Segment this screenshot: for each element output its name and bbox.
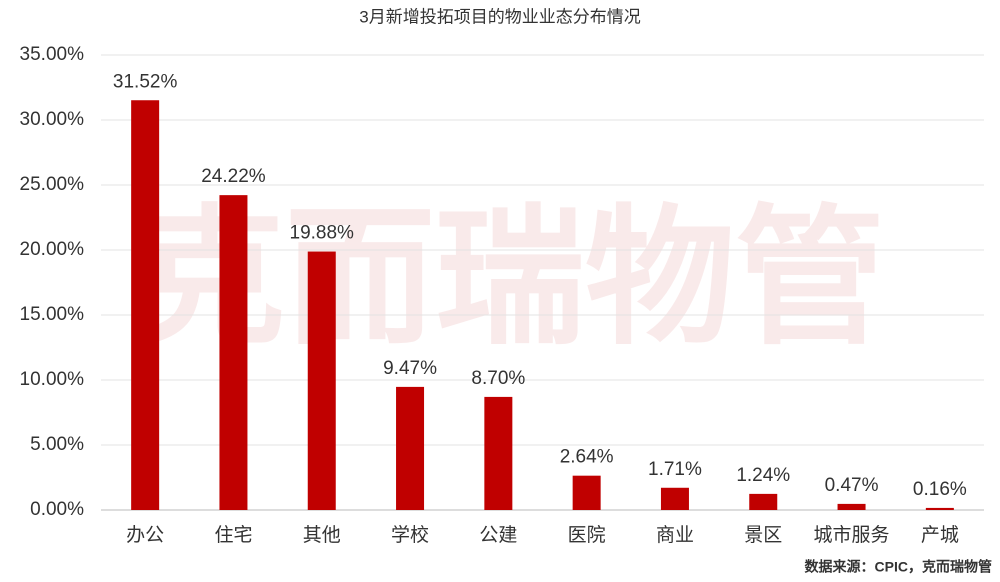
bar [307, 251, 336, 510]
value-label: 0.16% [913, 479, 967, 500]
x-tick-label: 办公 [126, 524, 164, 546]
value-label: 31.52% [113, 71, 178, 92]
source-note: 数据来源：CPIC，克而瑞物管 [805, 559, 992, 575]
bar [219, 195, 248, 510]
x-tick-label: 产城 [921, 524, 959, 546]
value-label: 1.71% [648, 459, 702, 480]
y-tick-label: 30.00% [20, 109, 85, 130]
y-tick-label: 5.00% [30, 434, 84, 455]
x-tick-label: 公建 [479, 524, 517, 546]
value-label: 2.64% [560, 447, 614, 468]
value-label: 0.47% [825, 475, 879, 496]
y-tick-label: 35.00% [20, 44, 85, 65]
x-tick-label: 住宅 [214, 524, 252, 546]
y-tick-label: 10.00% [20, 369, 85, 390]
x-tick-label: 其他 [303, 524, 341, 546]
bar [484, 396, 513, 510]
x-tick-label: 景区 [744, 525, 782, 546]
bar [131, 100, 160, 511]
y-tick-label: 25.00% [20, 174, 85, 195]
value-label: 8.70% [471, 368, 525, 389]
x-tick-label: 医院 [568, 524, 606, 546]
bar [660, 487, 689, 510]
value-label: 9.47% [383, 358, 437, 379]
bar [925, 507, 954, 510]
y-tick-label: 20.00% [20, 239, 85, 260]
x-tick-label: 学校 [391, 524, 429, 546]
bar [837, 503, 866, 510]
chart-title: 3月新增投拓项目的物业业态分布情况 [359, 7, 640, 26]
value-label: 1.24% [736, 465, 790, 486]
watermark: 克而瑞物管 [135, 194, 885, 362]
value-label: 19.88% [290, 223, 355, 244]
bar [572, 475, 601, 510]
y-tick-label: 15.00% [20, 304, 85, 325]
bar [396, 386, 425, 510]
x-tick-label: 城市服务 [814, 524, 890, 546]
y-tick-label: 0.00% [30, 499, 84, 520]
x-tick-label: 商业 [656, 524, 694, 546]
bar [749, 493, 778, 510]
value-label: 24.22% [201, 166, 266, 187]
